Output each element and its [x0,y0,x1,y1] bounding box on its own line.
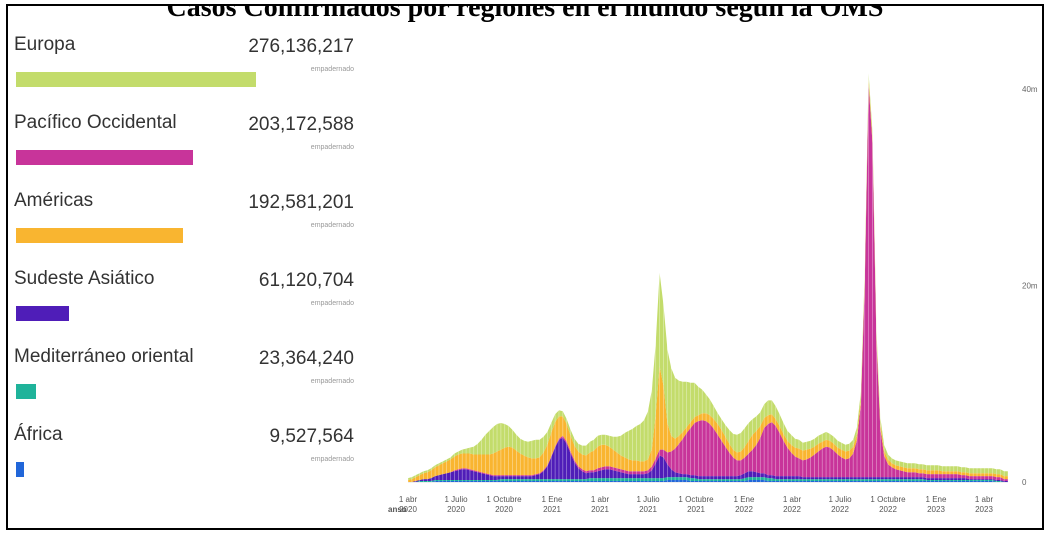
region-item: Europa 276,136,217 empadernado [14,28,354,106]
region-value: 61,120,704 [258,270,354,291]
x-tick-label: 1 Julio 2022 [828,495,852,514]
series-area-europa [408,73,1008,480]
region-list: Europa 276,136,217 empadernado Pacífico Occ… [14,28,354,496]
region-name: Pacífico Occidental [14,112,177,133]
region-item: África 9,527,564 empadernado [14,418,354,496]
y-tick-label: 0 [1022,478,1027,487]
region-unit: empadernado [310,456,354,463]
region-item: Américas 192,581,201 empadernado [14,184,354,262]
x-tick-label: 1 Octubre 2021 [678,495,714,514]
series-area-sudeste-asiatico [408,437,1008,482]
region-unit: empadernado [310,300,354,307]
region-unit: empadernado [310,378,354,385]
region-name: Sudeste Asiático [14,268,155,289]
x-tick-label: 1 Julio 2020 [444,495,468,514]
x-tick-label: 1 Ene 2023 [926,495,947,514]
region-name: África [14,424,63,445]
region-item: Mediterráneo oriental 23,364,240 empaderna… [14,340,354,418]
region-unit: empadernado [310,66,354,73]
y-tick-label: 40m [1022,85,1038,94]
region-name: Mediterráneo oriental [14,346,194,367]
stacked-area-chart: 0 20m 40m 1 abr 2020 1 Julio 2020 1 Octubre 2020… [388,30,1038,514]
region-value: 192,581,201 [248,192,354,213]
region-value: 276,136,217 [248,36,354,57]
region-bar [16,150,193,165]
chart-frame: Casos Confirmados por regiones en el mun… [6,4,1044,530]
x-tick-label: 1 Ene 2021 [542,495,563,514]
series-area-mediterraneo-oriental [408,477,1008,482]
region-value: 23,364,240 [258,348,354,369]
region-item: Sudeste Asiático 61,120,704 empadernado [14,262,354,340]
x-tick-label: 1 abr 2020 [399,495,418,514]
x-tick-label: 1 Julio 2021 [636,495,660,514]
x-tick-label: 1 Octubre 2020 [486,495,522,514]
x-tick-label: 1 abr 2023 [975,495,994,514]
region-name: Europa [14,34,76,55]
region-unit: empadernado [310,222,354,229]
region-bar [16,462,24,477]
page-title: Casos Confirmados por regiones en el mun… [166,4,884,23]
y-tick-label: 20m [1022,281,1038,290]
region-bar [16,384,36,399]
region-name: Américas [14,190,94,211]
series-area-americas [408,79,1008,482]
region-value: 9,527,564 [269,426,354,447]
x-tick-label: 1 Ene 2022 [734,495,755,514]
region-unit: empadernado [310,144,354,151]
region-item: Pacífico Occidental 203,172,588 empadernad… [14,106,354,184]
region-bar [16,306,69,321]
region-value: 203,172,588 [248,114,354,135]
x-tick-label: 1 abr 2021 [591,495,610,514]
region-bar [16,72,256,87]
region-bar [16,228,183,243]
x-axis-prefix: anso [388,505,407,514]
x-tick-label: 1 Octubre 2022 [870,495,906,514]
x-tick-label: 1 abr 2022 [783,495,802,514]
